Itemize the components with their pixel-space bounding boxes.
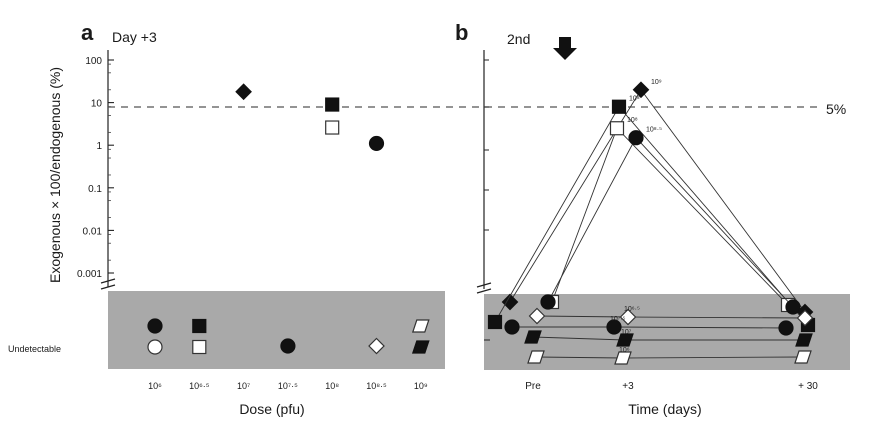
data-point bbox=[280, 338, 296, 354]
y-tick-label: 1 bbox=[96, 141, 102, 152]
series-dose-label: 10⁶·⁵ bbox=[624, 306, 640, 313]
x-tick-label: Pre bbox=[525, 381, 541, 392]
panel-b-annotation: 2nd bbox=[507, 31, 530, 47]
series-dose-label: 10⁸ bbox=[627, 117, 638, 124]
x-tick-label: 10⁹ bbox=[414, 381, 428, 391]
undetectable-label: Undetectable bbox=[8, 344, 61, 354]
series-dose-label: 10⁷·⁵ bbox=[610, 316, 626, 323]
panel-b-label: b bbox=[455, 20, 468, 45]
data-point bbox=[235, 83, 252, 101]
data-point bbox=[528, 307, 546, 325]
y-tick-label: 0.001 bbox=[77, 269, 102, 280]
data-point bbox=[628, 130, 644, 146]
data-point bbox=[192, 339, 207, 355]
data-point bbox=[796, 309, 814, 327]
data-point bbox=[540, 294, 556, 310]
threshold-label: 5% bbox=[826, 101, 846, 117]
data-point bbox=[147, 339, 163, 355]
data-point bbox=[614, 351, 632, 365]
data-point bbox=[501, 293, 519, 311]
series-dose-label: 10⁹ bbox=[651, 79, 662, 86]
axis-break-icon bbox=[100, 278, 116, 290]
y-tick-label: 100 bbox=[85, 56, 102, 67]
data-point bbox=[609, 121, 625, 136]
series-dose-label: 10⁸·⁵ bbox=[646, 127, 662, 134]
series-dose-label: 10⁷ bbox=[621, 329, 632, 336]
x-tick-label: 10⁷ bbox=[237, 381, 250, 391]
series-line bbox=[547, 136, 794, 308]
data-point bbox=[368, 337, 385, 355]
data-point bbox=[795, 333, 813, 347]
series-dose-label: 10⁸ bbox=[629, 96, 640, 103]
panel-a-x-axis-label: Dose (pfu) bbox=[239, 401, 304, 417]
data-point bbox=[632, 81, 650, 99]
y-tick-label: 10 bbox=[91, 99, 103, 110]
x-tick-label: 10⁶ bbox=[148, 381, 162, 391]
data-point bbox=[785, 299, 801, 315]
data-point bbox=[368, 135, 385, 152]
series-line bbox=[494, 105, 809, 326]
axis-break-icon bbox=[476, 282, 492, 294]
x-tick-label: 10⁸·⁵ bbox=[366, 381, 387, 391]
x-tick-label: + 30 bbox=[798, 381, 818, 392]
series-dose-label: 10⁶ bbox=[619, 347, 630, 354]
data-point bbox=[794, 350, 812, 364]
data-point bbox=[325, 120, 340, 135]
x-tick-label: 10⁸ bbox=[325, 381, 339, 391]
data-point bbox=[192, 318, 207, 334]
data-point bbox=[487, 314, 503, 330]
data-point bbox=[504, 319, 520, 335]
data-point bbox=[619, 308, 637, 326]
data-point bbox=[527, 350, 545, 364]
data-point bbox=[778, 320, 794, 336]
panel-a-undetectable-band bbox=[108, 291, 445, 369]
panel-a-label: a bbox=[81, 20, 94, 45]
second-dose-arrow-icon bbox=[553, 37, 577, 60]
panel-b-x-axis-label: Time (days) bbox=[628, 401, 701, 417]
panel-a-title: Day +3 bbox=[112, 29, 157, 45]
panel-a-y-axis-label: Exogenous × 100/endogenous (%) bbox=[47, 67, 63, 283]
data-point bbox=[611, 99, 627, 114]
series-line bbox=[551, 127, 789, 306]
data-point bbox=[411, 340, 430, 354]
panel-a-plot: 100 10 1 0.1 0.01 0.001 10⁶ 10⁶·⁵ 10⁷ 10⁷·⁵ 10⁸ 10⁸… bbox=[77, 56, 430, 391]
x-tick-label: 10⁶·⁵ bbox=[189, 381, 210, 391]
data-point bbox=[606, 319, 622, 335]
x-tick-label: +3 bbox=[622, 381, 634, 392]
x-tick-label: 10⁷·⁵ bbox=[278, 381, 298, 391]
y-tick-label: 0.01 bbox=[83, 226, 103, 237]
data-point bbox=[524, 330, 542, 344]
data-point bbox=[147, 318, 163, 334]
y-tick-label: 0.1 bbox=[88, 184, 102, 195]
data-point bbox=[411, 319, 430, 333]
data-point bbox=[325, 97, 340, 112]
series-line bbox=[509, 88, 806, 313]
panel-b-plot: Pre +3 + 30 10⁹ 10⁸ 10⁸ 10⁸·⁵ 10⁶·⁵ 10⁷·⁵ 10⁷ 10⁶ bbox=[476, 59, 818, 392]
data-point bbox=[616, 333, 634, 347]
